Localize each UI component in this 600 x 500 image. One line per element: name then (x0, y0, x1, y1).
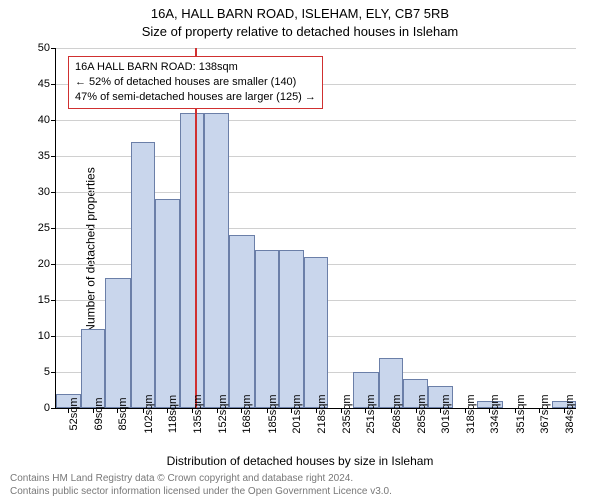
x-tick-label: 118sqm (167, 395, 179, 433)
histogram-bar (229, 235, 254, 408)
x-tick-label: 85sqm (117, 397, 129, 430)
y-tick-label: 40 (38, 114, 50, 126)
chart-container: 16A, HALL BARN ROAD, ISLEHAM, ELY, CB7 5… (0, 0, 600, 500)
x-tick-label: 367sqm (539, 394, 551, 433)
y-tick-mark (51, 264, 56, 265)
y-tick-label: 20 (38, 258, 50, 270)
histogram-bar (304, 257, 328, 408)
x-tick-label: 185sqm (267, 394, 279, 433)
chart-title-sub: Size of property relative to detached ho… (0, 24, 600, 39)
plot-area: 0510152025303540455052sqm69sqm85sqm102sq… (55, 48, 576, 409)
y-tick-mark (51, 372, 56, 373)
histogram-bar (105, 278, 130, 408)
x-tick-label: 201sqm (291, 394, 303, 433)
x-tick-label: 318sqm (465, 394, 477, 433)
y-tick-label: 10 (38, 330, 50, 342)
x-tick-label: 235sqm (341, 394, 353, 433)
y-tick-mark (51, 48, 56, 49)
info-box: 16A HALL BARN ROAD: 138sqm ← 52% of deta… (68, 56, 323, 109)
y-tick-mark (51, 408, 56, 409)
x-tick-label: 218sqm (316, 394, 328, 433)
histogram-bar (204, 113, 229, 408)
footer-line-2: Contains public sector information licen… (10, 485, 392, 498)
histogram-bar (81, 329, 105, 408)
x-tick-label: 69sqm (93, 397, 105, 430)
x-tick-label: 52sqm (68, 397, 80, 430)
footer-note: Contains HM Land Registry data © Crown c… (10, 472, 392, 498)
x-tick-label: 384sqm (564, 394, 576, 433)
x-tick-label: 251sqm (365, 394, 377, 433)
x-tick-label: 301sqm (440, 394, 452, 433)
chart-title-main: 16A, HALL BARN ROAD, ISLEHAM, ELY, CB7 5… (0, 6, 600, 21)
y-tick-mark (51, 192, 56, 193)
histogram-bar (131, 142, 155, 408)
y-tick-mark (51, 120, 56, 121)
x-tick-label: 102sqm (143, 394, 155, 433)
y-tick-mark (51, 336, 56, 337)
x-tick-label: 152sqm (217, 394, 229, 433)
y-tick-label: 5 (44, 366, 50, 378)
y-tick-mark (51, 84, 56, 85)
y-tick-label: 50 (38, 42, 50, 54)
y-tick-label: 0 (44, 402, 50, 414)
histogram-bar (155, 199, 180, 408)
histogram-bar (255, 250, 279, 408)
y-tick-mark (51, 300, 56, 301)
y-tick-label: 15 (38, 294, 50, 306)
gridline (56, 48, 576, 49)
footer-line-1: Contains HM Land Registry data © Crown c… (10, 472, 392, 485)
x-tick-label: 351sqm (515, 394, 527, 433)
x-axis-label: Distribution of detached houses by size … (0, 454, 600, 468)
gridline (56, 120, 576, 121)
x-tick-label: 168sqm (241, 394, 253, 433)
y-tick-label: 45 (38, 78, 50, 90)
info-line-1: 16A HALL BARN ROAD: 138sqm (75, 60, 316, 75)
x-tick-label: 268sqm (391, 394, 403, 433)
info-line-3: 47% of semi-detached houses are larger (… (75, 90, 316, 105)
y-tick-mark (51, 228, 56, 229)
x-tick-label: 334sqm (489, 394, 501, 433)
x-tick-label: 285sqm (416, 394, 428, 433)
y-tick-mark (51, 156, 56, 157)
x-tick-label: 135sqm (192, 394, 204, 433)
y-tick-label: 35 (38, 150, 50, 162)
histogram-bar (279, 250, 304, 408)
y-tick-label: 25 (38, 222, 50, 234)
histogram-bar (180, 113, 204, 408)
y-tick-label: 30 (38, 186, 50, 198)
info-line-2: ← 52% of detached houses are smaller (14… (75, 75, 316, 90)
